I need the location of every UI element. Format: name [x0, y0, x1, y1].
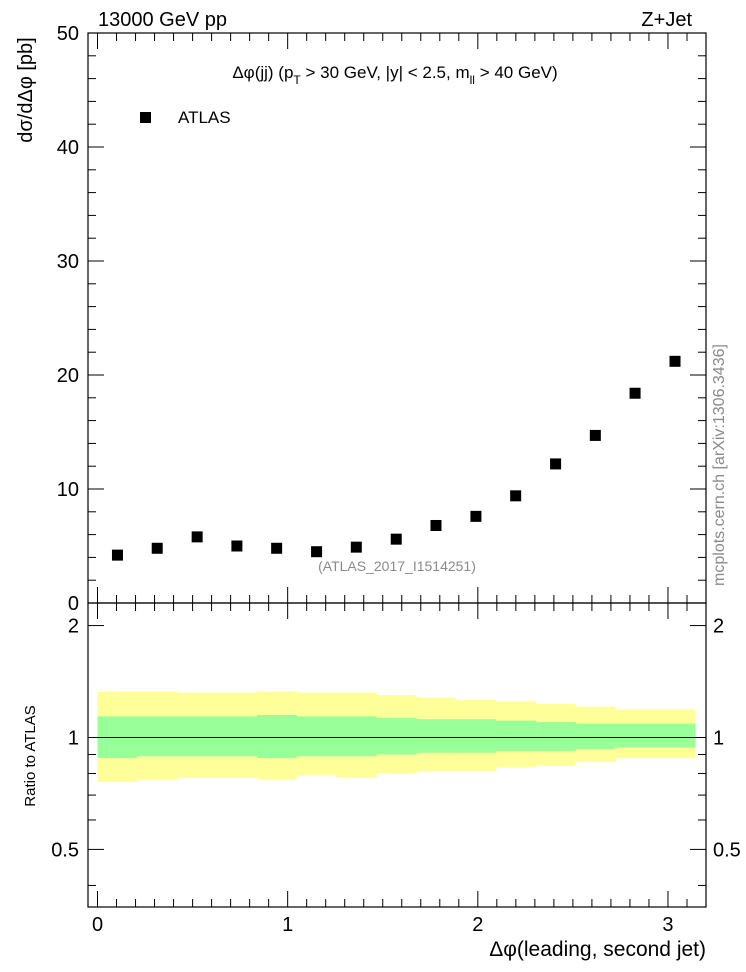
band-inner-bin — [296, 716, 337, 757]
band-inner-bin — [455, 719, 496, 753]
ratio-panel: 0.5 0.5 1 1 2 2 0 1 2 3 Ratio to ATLAS Δφ(leadin… — [22, 602, 741, 961]
data-point — [589, 429, 601, 441]
ratio-y-tick-label-right: 1 — [713, 727, 724, 749]
main-y-tick-labels: 0 10 20 30 40 50 — [57, 23, 79, 615]
band-inner-bin — [256, 714, 297, 759]
band-inner-bin — [376, 717, 417, 755]
x-tick-label: 1 — [282, 914, 293, 936]
ratio-data-layer — [97, 691, 696, 782]
band-inner-bin — [137, 716, 178, 757]
data-point — [550, 458, 562, 470]
main-title: Δφ(jj) (pT > 30 GeV, |y| < 2.5, mll > 40… — [232, 63, 557, 87]
header-right: Z+Jet — [641, 9, 692, 31]
data-point — [231, 540, 243, 552]
y-tick-label: 40 — [57, 137, 79, 159]
data-point — [151, 542, 163, 554]
legend-marker — [140, 112, 151, 123]
x-tick-label: 2 — [472, 914, 483, 936]
ratio-y-tick-label-left: 0.5 — [51, 839, 79, 861]
ratio-y-axis-label: Ratio to ATLAS — [22, 705, 39, 806]
y-tick-label: 50 — [57, 23, 79, 45]
band-inner-bin — [495, 720, 536, 751]
ratio-y-tick-label-right: 0.5 — [713, 839, 741, 861]
data-point — [191, 531, 203, 543]
ratio-y-tick-label-left: 2 — [68, 616, 79, 638]
ratio-y-tick-label-left: 1 — [68, 727, 79, 749]
y-tick-label: 10 — [57, 479, 79, 501]
x-tick-labels: 0 1 2 3 — [92, 914, 674, 936]
data-point — [271, 542, 283, 554]
ratio-y-tick-label-right: 2 — [713, 616, 724, 638]
data-point — [430, 519, 442, 531]
x-tick-label: 0 — [92, 914, 103, 936]
band-inner-bin — [655, 723, 696, 748]
band-inner-bin — [336, 716, 377, 757]
main-panel: 0 10 20 30 40 50 Δφ(jj) (pT > 30 GeV, |y| < 2… — [15, 23, 707, 615]
band-inner-bin — [535, 722, 576, 751]
legend-label: ATLAS — [178, 108, 231, 127]
band-inner-bin — [216, 716, 258, 757]
ratio-ticks — [88, 603, 707, 907]
header-left: 13000 GeV pp — [98, 9, 227, 31]
band-inner-bin — [615, 723, 656, 748]
y-tick-label: 30 — [57, 251, 79, 273]
main-ticks — [88, 32, 707, 604]
main-y-axis-label: dσ/dΔφ [pb] — [15, 37, 37, 142]
y-tick-label: 0 — [68, 593, 79, 615]
band-inner-bin — [575, 723, 616, 750]
band-inner-bin — [416, 719, 457, 753]
main-data-layer — [111, 355, 681, 561]
data-point — [470, 510, 482, 522]
ratio-y-tick-labels: 0.5 0.5 1 1 2 2 — [51, 616, 741, 862]
data-point — [510, 490, 522, 502]
analysis-watermark: (ATLAS_2017_I1514251) — [318, 558, 476, 574]
data-point — [111, 549, 123, 561]
data-point — [629, 387, 641, 399]
side-credit: mcplots.cern.ch [arXiv:1306.3436] — [711, 344, 728, 586]
x-axis-label: Δφ(leading, second jet) — [489, 938, 706, 961]
y-tick-label: 20 — [57, 365, 79, 387]
band-inner-bin — [177, 716, 218, 757]
data-point — [669, 355, 681, 367]
data-point — [350, 541, 362, 553]
x-tick-label: 3 — [662, 914, 673, 936]
data-point — [390, 533, 402, 545]
data-point — [311, 546, 323, 558]
